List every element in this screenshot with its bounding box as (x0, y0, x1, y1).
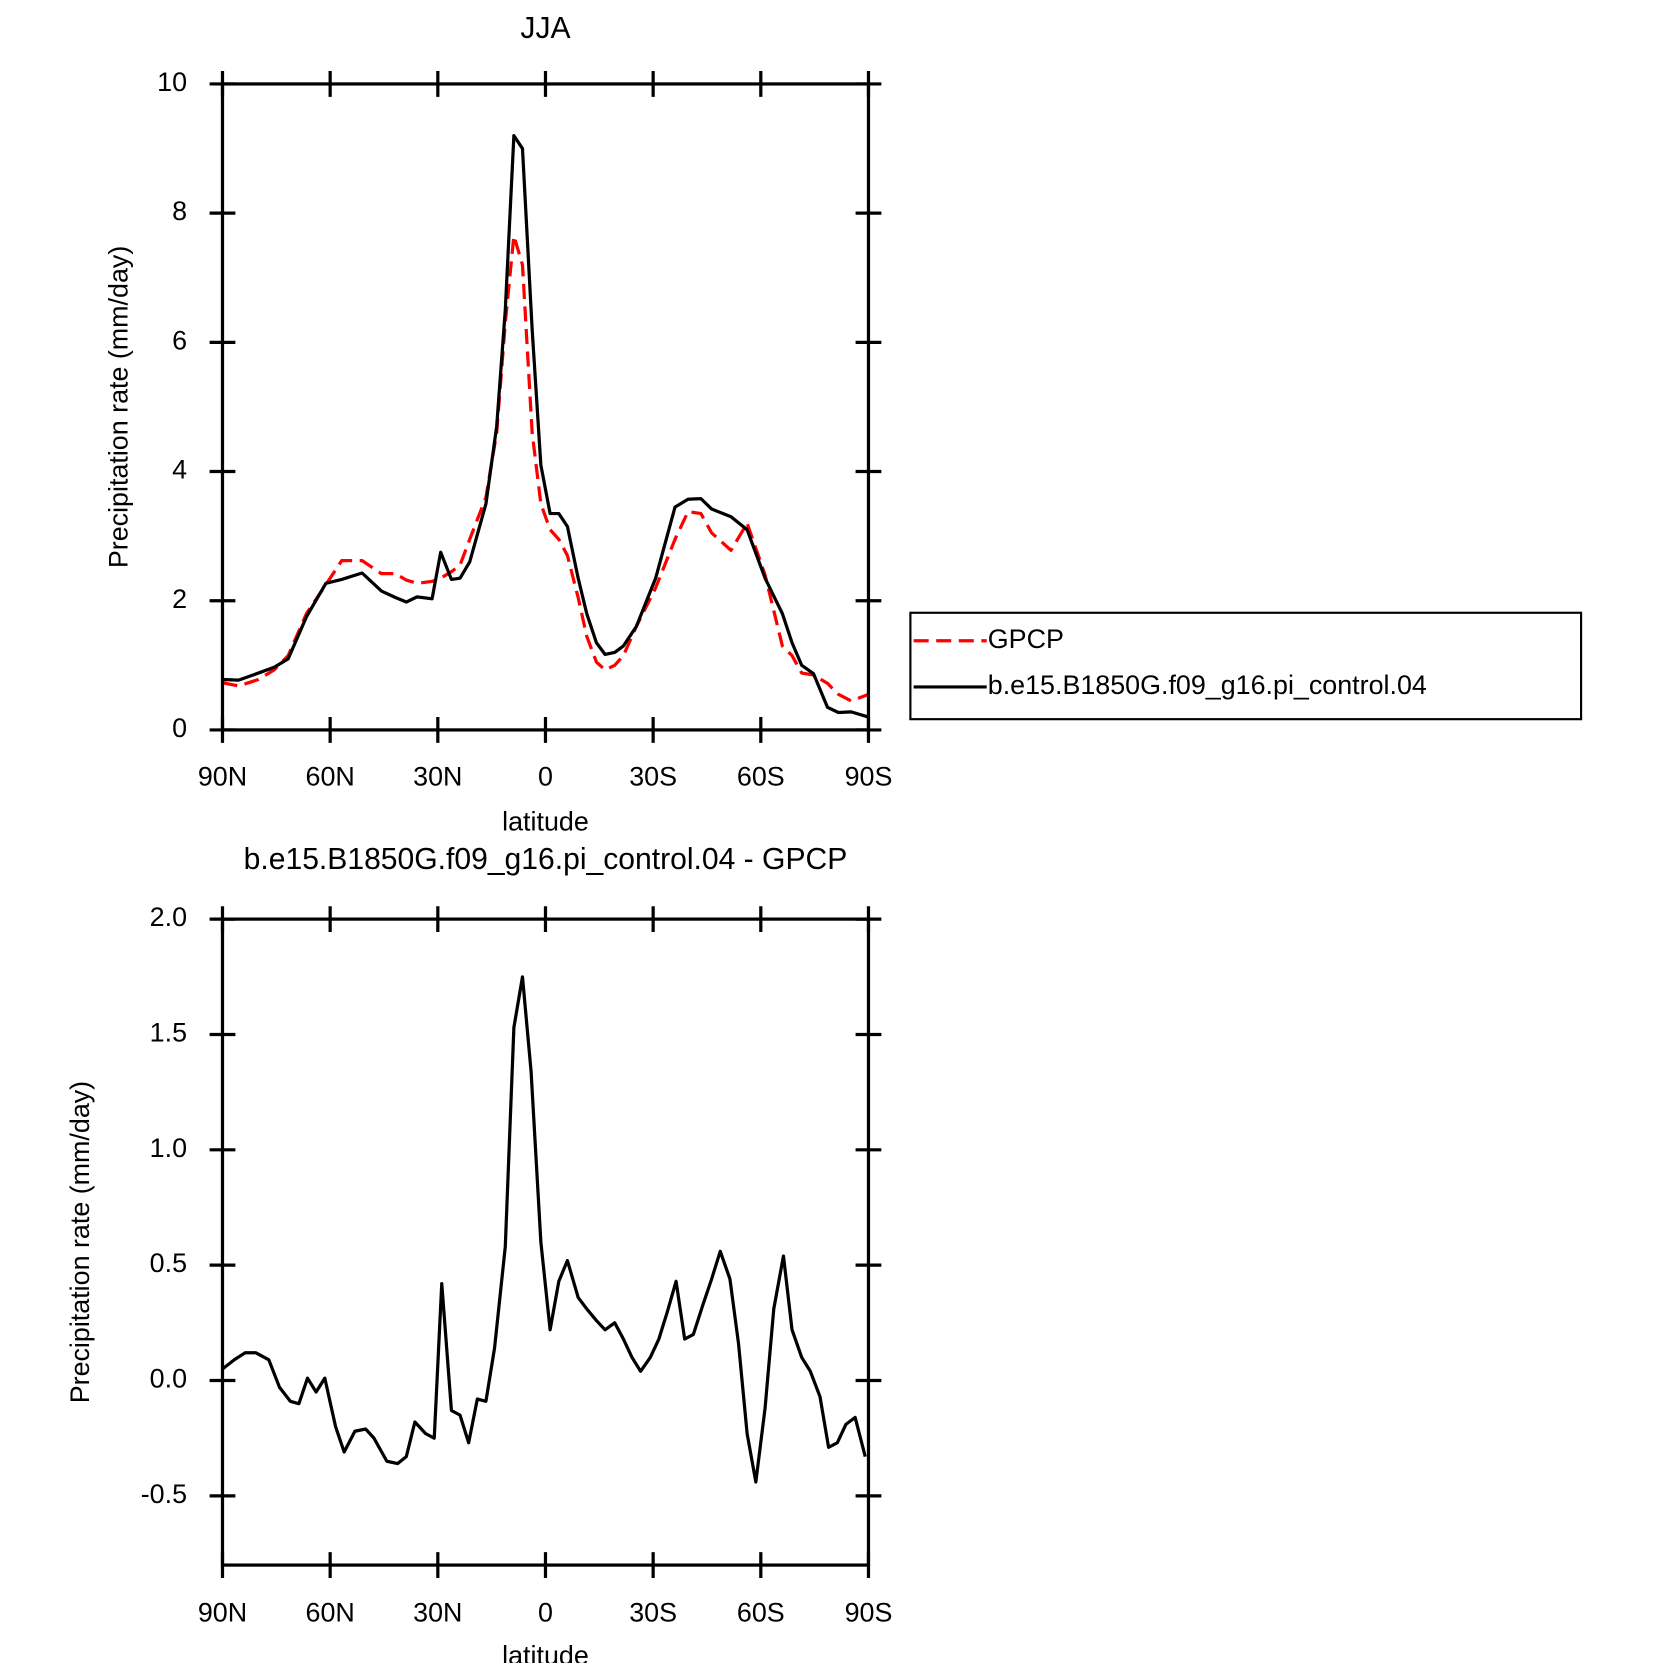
y-tick-label: 6 (172, 325, 187, 355)
data-line (222, 234, 870, 703)
y-tick-label: 10 (157, 67, 187, 97)
y-tick-label: 2.0 (150, 902, 187, 932)
y-axis-label: Precipitation rate (mm/day) (65, 1081, 95, 1403)
chart-title: b.e15.B1850G.f09_g16.pi_control.04 - GPC… (244, 843, 848, 876)
x-tick-label: 90S (845, 1598, 893, 1628)
x-axis-label: latitude (502, 1641, 589, 1663)
y-tick-label: 0.0 (150, 1364, 187, 1394)
y-axis-label: Precipitation rate (mm/day) (103, 246, 133, 568)
x-tick-label: 30S (629, 761, 677, 791)
x-tick-label: 30N (413, 761, 462, 791)
plot-frame (220, 917, 871, 1567)
x-tick-label: 60N (306, 761, 355, 791)
x-tick-label: 60N (306, 1598, 355, 1628)
x-tick-label: 90N (198, 1598, 247, 1628)
x-tick-label: 90S (845, 761, 893, 791)
x-tick-label: 60S (737, 1598, 785, 1628)
y-tick-label: 8 (172, 196, 187, 226)
x-tick-label: 30S (629, 1598, 677, 1628)
y-tick-label: 1.0 (150, 1133, 187, 1163)
y-tick-label: 0 (172, 713, 187, 743)
x-tick-label: 0 (538, 761, 553, 791)
legend-box (909, 611, 1583, 721)
legend-label: GPCP (988, 624, 1064, 654)
y-tick-label: 2 (172, 584, 187, 614)
x-axis-label: latitude (502, 807, 589, 837)
x-tick-label: 90N (198, 761, 247, 791)
y-tick-label: 1.5 (150, 1018, 187, 1048)
y-tick-label: 0.5 (150, 1248, 187, 1278)
plot-frame (220, 82, 871, 732)
x-tick-label: 60S (737, 761, 785, 791)
data-line (221, 975, 867, 1484)
x-tick-label: 30N (413, 1598, 462, 1628)
legend-label: b.e15.B1850G.f09_g16.pi_control.04 (988, 670, 1427, 700)
y-tick-label: 4 (172, 455, 187, 485)
data-line (222, 134, 869, 719)
x-tick-label: 0 (538, 1598, 553, 1628)
y-tick-label: -0.5 (141, 1479, 187, 1509)
chart-title: JJA (520, 12, 570, 45)
